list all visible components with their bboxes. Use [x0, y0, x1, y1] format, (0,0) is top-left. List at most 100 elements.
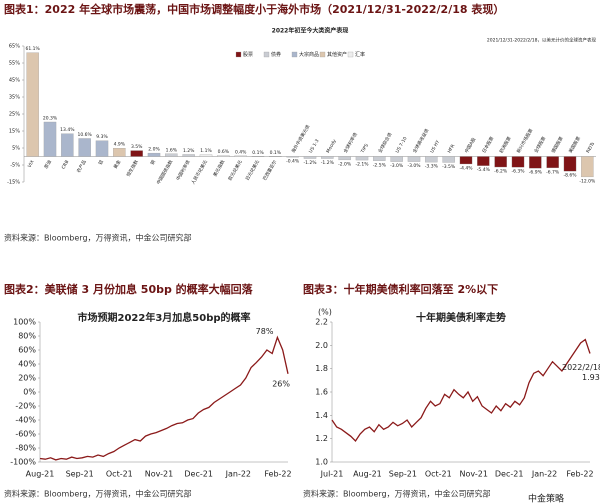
x-tick-label: 铜 — [149, 158, 158, 166]
bar — [234, 155, 247, 157]
y-tick-label: 1.8 — [315, 364, 328, 373]
legend-label: 股票 — [243, 52, 253, 58]
bar — [563, 156, 577, 172]
value-label: -5.4% — [477, 167, 491, 173]
value-label: 1.1% — [200, 148, 212, 154]
y-tick-label: 2.0 — [315, 341, 328, 350]
bar — [546, 156, 559, 169]
bar — [459, 156, 473, 165]
bar — [61, 133, 74, 157]
value-label: 1.2% — [183, 148, 195, 154]
chart-title: 2022年初至今大类资产表现 — [272, 27, 349, 35]
y-tick-label: -20% — [15, 402, 36, 411]
y-tick-label: 1.0 — [315, 458, 328, 467]
figure-source: 资料来源：Bloomberg，万得资讯，中金公司研究部 — [4, 489, 192, 499]
y-tick-label: 1.2 — [315, 434, 328, 443]
y-tick-label: 1.4 — [315, 411, 328, 420]
y-tick-label: -40% — [15, 416, 36, 425]
y-tick-label: -5% — [10, 163, 20, 169]
legend-swatch — [235, 51, 242, 58]
value-label: 3.5% — [131, 144, 143, 150]
x-tick-label: Feb-22 — [264, 470, 291, 479]
bar — [355, 156, 369, 161]
value-label: -2.0% — [338, 161, 352, 167]
y-tick-label: -100% — [10, 458, 36, 467]
x-tick-label: Jan-22 — [225, 470, 251, 479]
bar — [95, 140, 109, 157]
x-tick-label: HFR — [447, 143, 457, 154]
y-tick-label: 40% — [18, 360, 36, 369]
x-tick-label: REITs — [585, 141, 596, 155]
bar — [321, 156, 334, 159]
bar — [165, 153, 178, 157]
y-tick-label: 1.6 — [315, 388, 328, 397]
y-tick-label: 65% — [9, 44, 20, 50]
legend-swatch — [319, 51, 326, 58]
x-tick-label: Dec-21 — [495, 470, 524, 479]
value-label: 13.4% — [60, 127, 75, 133]
bar — [511, 156, 525, 168]
x-tick-label: 黄金 — [112, 158, 123, 170]
legend-swatch — [347, 51, 354, 58]
y-tick-label: 55% — [9, 61, 20, 67]
bar — [529, 156, 542, 169]
y-tick-label: -15% — [7, 180, 20, 186]
x-tick-label: Oct-21 — [425, 470, 452, 479]
legend-swatch — [291, 51, 298, 58]
value-label: 0.1% — [252, 150, 264, 156]
bar — [130, 150, 143, 157]
x-tick-label: Nov-21 — [459, 470, 487, 479]
bar — [477, 156, 490, 166]
y-tick-label: 60% — [18, 346, 36, 355]
value-label: 0.6% — [218, 149, 230, 155]
x-tick-label: VIX — [27, 159, 36, 168]
chart-title: 十年期美债利率走势 — [416, 311, 506, 324]
x-tick-label: Jan-22 — [531, 470, 557, 479]
x-tick-label: Aug-21 — [26, 470, 55, 479]
bar — [494, 156, 507, 168]
bar — [182, 154, 195, 157]
bar — [425, 156, 438, 163]
x-tick-label: Oct-21 — [106, 470, 133, 479]
legend-label: 大宗商品 — [299, 51, 319, 58]
legend-label: 其他资产 — [327, 51, 347, 58]
y-tick-label: 2.2 — [315, 318, 328, 327]
bar — [442, 156, 455, 163]
value-label: -6.3% — [511, 169, 525, 175]
y-tick-label: 35% — [9, 95, 20, 101]
value-label: -3.0% — [407, 163, 421, 169]
x-tick-label: 原油 — [42, 158, 53, 170]
value-label: -4.4% — [459, 165, 473, 171]
legend-label: 债券 — [271, 51, 281, 58]
annotation: 78% — [256, 327, 274, 336]
value-label: -8.6% — [563, 173, 577, 179]
bar — [217, 155, 230, 157]
y-tick-label: 45% — [9, 78, 20, 84]
annotation: 1.93 — [582, 373, 600, 382]
bar — [581, 156, 594, 178]
value-label: -0.4% — [286, 159, 300, 165]
value-label: -6.9% — [529, 170, 543, 176]
value-label: -3.0% — [390, 163, 404, 169]
y-tick-label: 20% — [18, 374, 36, 383]
y-tick-label: -60% — [15, 430, 36, 439]
value-label: 10.6% — [78, 132, 93, 138]
bar — [78, 138, 91, 157]
figure-source: 资料来源：Bloomberg，万得资讯，中金公司研究部 — [303, 489, 491, 499]
value-label: -3.5% — [442, 164, 456, 170]
y-tick-label: 80% — [18, 332, 36, 341]
value-label: -12.0% — [579, 178, 596, 184]
value-label: 0.4% — [235, 149, 247, 155]
figure-source: 资料来源：Bloomberg，万得资讯，中金公司研究部 — [4, 233, 192, 243]
bar — [407, 156, 421, 162]
x-tick-label: Jul-21 — [320, 470, 344, 479]
value-label: -1.2% — [303, 160, 317, 166]
line-series — [39, 335, 289, 461]
legend-label: 汇率 — [355, 51, 365, 58]
bar — [199, 154, 213, 157]
annotation: 26% — [272, 379, 290, 388]
figure-caption: 图表1：2022 年全球市场震荡，中国市场调整幅度小于海外市场（2021/12/… — [4, 2, 504, 16]
annotation: 2022/2/18, — [562, 363, 600, 372]
x-tick-label: Aug-21 — [353, 470, 382, 479]
